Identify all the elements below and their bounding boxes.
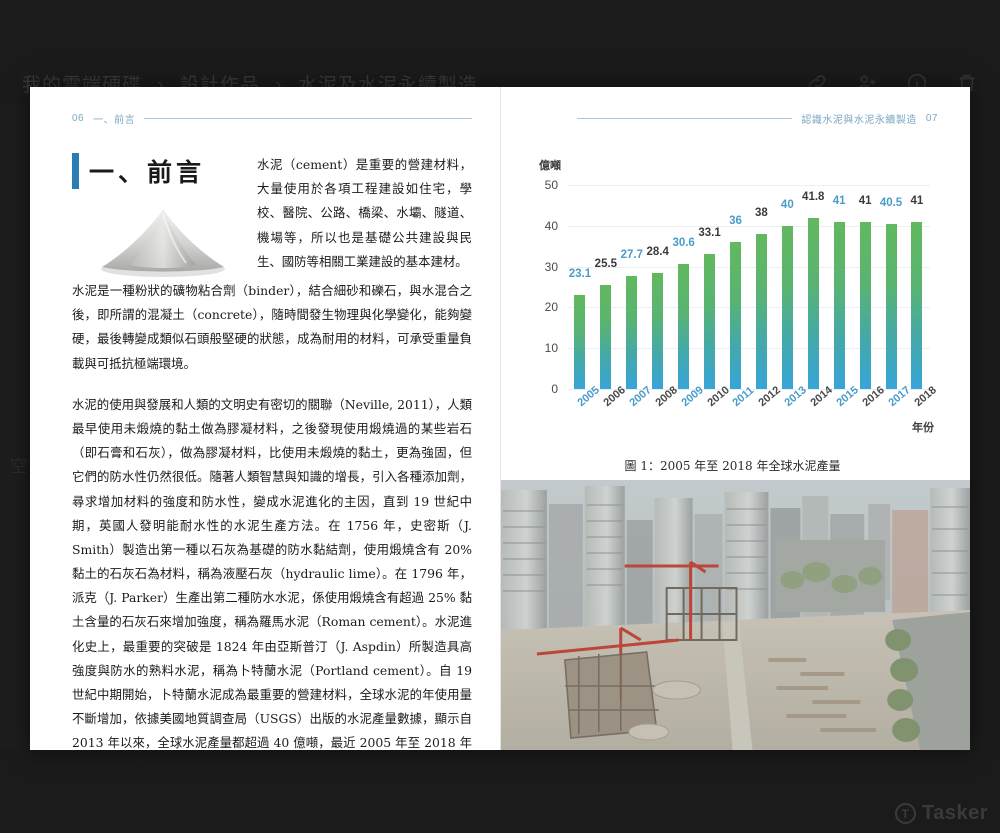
chart-bar-value-label: 38: [755, 206, 768, 219]
chart-x-axis-label: 年份: [912, 422, 934, 434]
chart-plot-area: 0 10 20 30 40 50 23.1 2005 25.5 2006 27.7 2007 28.4 2…: [545, 178, 939, 409]
chart-bar-value-label: 33.1: [698, 226, 721, 239]
chart-bar-group[interactable]: 38 2012: [748, 185, 783, 409]
page-number-left: 06: [72, 112, 85, 124]
chart-bar[interactable]: [781, 225, 793, 389]
chart-bar[interactable]: [859, 221, 871, 389]
body-paragraph-3: 水泥的使用與發展和人類的文明史有密切的關聯（Neville, 2011），人類最…: [72, 396, 472, 775]
chart-bar-group[interactable]: 41 2018: [904, 185, 939, 409]
chart-bar-group[interactable]: 33.1 2010: [697, 185, 731, 409]
chart-bar[interactable]: [755, 233, 767, 389]
breadcrumb-separator: ›: [157, 74, 165, 96]
chart-bar-value-label: 28.4: [646, 246, 669, 259]
tasker-badge-icon: T: [894, 803, 916, 824]
chart-bar[interactable]: [885, 223, 897, 389]
running-head-left: 06 一、前言: [72, 109, 472, 127]
tasker-watermark-label: Tasker: [921, 802, 988, 824]
chart-y-tick: 40: [544, 218, 558, 233]
chapter-left-column: 一、前言: [72, 153, 247, 277]
chart-y-tick: 30: [544, 259, 558, 274]
running-head-rule: [144, 117, 472, 119]
cement-powder-pile-photo: [78, 203, 248, 277]
chart-y-tick: 50: [544, 178, 558, 192]
running-head-section-right: 認識水泥與水泥永續製造: [801, 114, 917, 126]
cement-production-bar-chart: 億噸 0 10 20 30 40 50 23.1 2005 25.5 2006 27.7 2007 28…: [527, 160, 939, 441]
chart-bar[interactable]: [626, 275, 638, 389]
chart-bar[interactable]: [600, 284, 612, 389]
chart-bar-value-label: 25.5: [594, 257, 618, 270]
chart-bar-group[interactable]: 40 2013: [774, 185, 809, 409]
chart-y-tick: 10: [544, 341, 558, 356]
background-side-text: 空: [10, 457, 27, 476]
chart-gridline: 20: [545, 300, 930, 314]
chart-bar-group[interactable]: 23.1 2005: [567, 185, 602, 409]
chart-bar-value-label: 40: [780, 198, 794, 211]
chart-bar-value-label: 41: [910, 194, 924, 207]
chart-bar-value-label: 27.7: [620, 248, 643, 261]
running-head-section-left: 一、前言: [93, 114, 136, 126]
chart-gridline: 10: [545, 341, 930, 355]
document-page-left: 06 一、前言 一、前言: [30, 87, 500, 775]
tasker-watermark: T Tasker: [894, 802, 988, 825]
chart-gridline: 30: [545, 260, 930, 274]
chart-bar-value-label: 36: [729, 215, 742, 228]
aerial-construction-site-photo: [501, 480, 970, 750]
page-title: 一、前言: [89, 158, 206, 187]
chart-bar-group[interactable]: 25.5 2006: [593, 185, 628, 409]
document-page-right: 認識水泥與水泥永續製造 07 億噸 0 10 20 30 40 50 23.1 2005 25.…: [500, 87, 970, 750]
chart-bar[interactable]: [678, 264, 690, 389]
chart-bar-value-label: 23.1: [568, 267, 592, 280]
chapter-title-row: 一、前言: [72, 153, 247, 189]
chart-bar[interactable]: [574, 294, 586, 389]
running-head-right: 認識水泥與水泥永續製造 07: [527, 109, 938, 127]
chart-bar[interactable]: [833, 221, 845, 389]
chapter-accent-bar: [72, 153, 79, 189]
chart-y-tick: 20: [544, 300, 558, 315]
chart-gridline: 40: [545, 219, 930, 233]
chapter-opening-block: 一、前言: [72, 153, 472, 277]
chart-bar-value-label: 41.8: [802, 191, 825, 204]
chart-bar[interactable]: [911, 221, 923, 389]
background-left-rail: [0, 104, 28, 793]
chart-bar[interactable]: [729, 242, 741, 389]
background-bottom-strip: [0, 750, 1000, 833]
body-paragraph-2: 水泥是一種粉狀的礦物粘合劑（binder），結合細砂和礫石，與水混合之後，即所謂…: [72, 283, 472, 371]
chart-bar-group[interactable]: 30.6 2009: [671, 185, 705, 409]
chart-bar-group[interactable]: 41.8 2014: [800, 185, 835, 409]
chart-bar[interactable]: [652, 273, 664, 389]
page-number-right: 07: [925, 112, 938, 124]
running-head-rule: [577, 117, 793, 119]
chart-bar-group[interactable]: 28.4 2008: [645, 185, 680, 409]
chart-bar-group[interactable]: 27.7 2007: [619, 185, 654, 409]
lead-paragraph: 水泥（cement）是重要的營建材料，大量使用於各項工程建設如住宅，學校、醫院、…: [257, 157, 472, 269]
chart-y-tick: 0: [551, 382, 558, 396]
chart-bar[interactable]: [807, 218, 819, 389]
chart-bars: 23.1 2005 25.5 2006 27.7 2007 28.4 2008 30.6 2009…: [567, 185, 939, 409]
chart-bar-group[interactable]: 41 2016: [852, 185, 887, 409]
chart-bar-group[interactable]: 40.5 2017: [878, 185, 913, 409]
chart-gridline: 0: [551, 382, 930, 396]
chart-gridline: 50: [545, 178, 930, 192]
document-viewer[interactable]: 06 一、前言 一、前言: [30, 87, 970, 775]
chart-bar-value-label: 40.5: [879, 196, 903, 209]
chart-y-axis-label: 億噸: [539, 160, 561, 172]
chart-bar-group[interactable]: 41 2015: [826, 185, 861, 409]
figure-caption: 圖 1：2005 年至 2018 年全球水泥產量: [624, 459, 841, 473]
breadcrumb-separator: ›: [275, 74, 283, 96]
chart-bar-value-label: 41: [858, 194, 872, 207]
chart-bar-value-label: 30.6: [672, 237, 695, 250]
chart-bar-value-label: 41: [832, 194, 846, 207]
chart-bar-group[interactable]: 36 2011: [723, 185, 757, 409]
chart-bar[interactable]: [704, 253, 716, 389]
